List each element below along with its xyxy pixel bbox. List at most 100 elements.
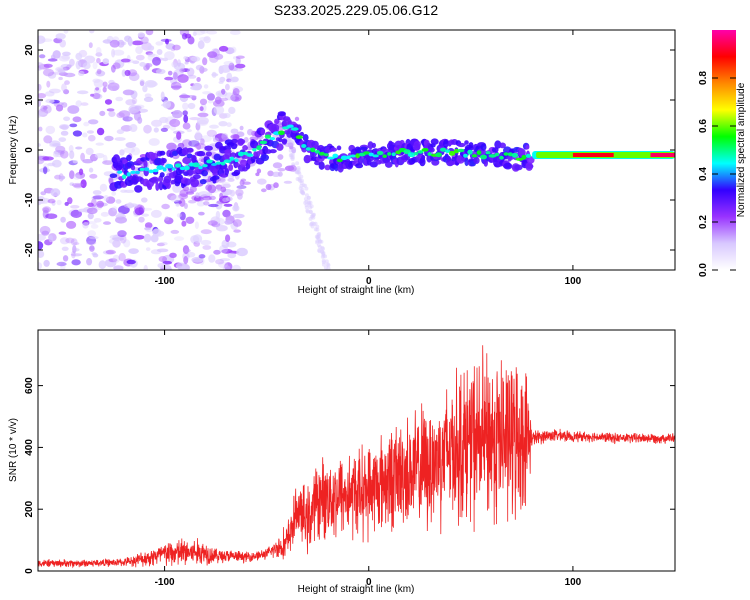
- ridge-halo: [213, 153, 221, 161]
- noise-blob: [59, 175, 66, 180]
- ghost-blob: [315, 227, 320, 232]
- noise-blob: [59, 39, 66, 48]
- noise-blob: [38, 100, 41, 107]
- scatter-blob: [203, 201, 210, 206]
- noise-blob: [71, 182, 84, 188]
- noise-blob: [195, 131, 202, 140]
- noise-blob: [38, 93, 47, 99]
- noise-blob: [111, 191, 117, 196]
- noise-blob: [191, 256, 204, 263]
- noise-blob: [69, 123, 78, 128]
- noise-blob: [89, 30, 95, 34]
- scatter-blob: [287, 142, 294, 148]
- ghost-blob: [299, 181, 304, 186]
- snr-frame: [37, 329, 676, 572]
- tone-band-core: [650, 153, 675, 157]
- ridge-halo: [204, 145, 213, 151]
- scatter-blob: [257, 178, 267, 185]
- noise-blob: [61, 83, 67, 92]
- noise-blob: [46, 80, 51, 88]
- noise-blob: [107, 82, 120, 91]
- ridge-core: [407, 152, 416, 158]
- noise-blob: [125, 99, 136, 106]
- noise-blob: [225, 83, 230, 91]
- ridge-halo: [150, 152, 159, 160]
- noise-blob: [185, 216, 195, 224]
- noise-blob: [108, 207, 117, 217]
- noise-blob: [80, 152, 85, 162]
- ridge-core: [143, 167, 150, 172]
- noise-blob: [66, 64, 72, 70]
- noise-blob: [68, 145, 74, 153]
- ridge-core: [237, 151, 244, 157]
- ridge-core: [211, 163, 217, 166]
- noise-blob: [52, 71, 64, 75]
- scatter-blob: [222, 197, 229, 202]
- noise-blob: [133, 112, 142, 121]
- noise-blob: [102, 86, 107, 93]
- ridge-core: [346, 155, 351, 160]
- spectrogram-marks: [38, 30, 675, 270]
- ridge-halo: [109, 173, 118, 178]
- noise-blob: [39, 225, 51, 235]
- noise-blob: [225, 234, 231, 242]
- noise-blob: [70, 209, 83, 218]
- noise-blob: [75, 100, 82, 107]
- noise-blob: [221, 88, 226, 95]
- noise-blob: [83, 121, 90, 127]
- ridge-halo: [158, 181, 164, 191]
- noise-blob: [58, 69, 66, 74]
- noise-blob: [176, 213, 182, 218]
- noise-blob: [152, 56, 161, 66]
- noise-blob: [56, 261, 67, 267]
- noise-blob: [58, 231, 67, 235]
- noise-blob: [138, 216, 145, 223]
- ridge-halo: [278, 137, 283, 143]
- noise-blob: [159, 241, 168, 246]
- ridge-halo: [230, 142, 238, 150]
- spectrogram-y-ticks: -20 -10 0 10 20: [24, 44, 675, 257]
- noise-blob: [131, 147, 141, 156]
- scatter-blob: [272, 162, 283, 169]
- noise-blob: [177, 265, 187, 270]
- ridge-core: [206, 159, 213, 164]
- noise-blob: [120, 189, 128, 193]
- noise-blob: [219, 64, 232, 73]
- noise-blob: [226, 78, 232, 83]
- noise-blob: [87, 212, 94, 220]
- noise-blob: [88, 236, 99, 240]
- noise-blob: [158, 256, 167, 263]
- noise-blob: [41, 38, 53, 42]
- noise-blob: [186, 251, 196, 258]
- noise-blob: [175, 202, 180, 207]
- noise-blob: [232, 88, 240, 96]
- noise-blob: [88, 167, 94, 173]
- noise-blob: [43, 259, 50, 267]
- noise-blob: [224, 262, 233, 270]
- noise-blob: [150, 209, 162, 218]
- noise-blob: [72, 130, 82, 137]
- noise-blob: [156, 49, 163, 55]
- scatter-blob: [202, 195, 212, 201]
- noise-blob: [218, 45, 229, 52]
- ridge-core: [220, 161, 226, 166]
- noise-blob: [147, 52, 156, 57]
- noise-blob: [169, 118, 181, 128]
- ridge-halo: [242, 145, 249, 151]
- ridge-core: [368, 152, 374, 157]
- noise-blob: [89, 173, 98, 179]
- noise-blob: [233, 229, 241, 233]
- ridge-core: [421, 148, 429, 152]
- colorbar-tick-label: 0.2: [698, 215, 709, 229]
- noise-blob: [111, 64, 116, 73]
- ridge-halo: [159, 172, 165, 178]
- ridge-halo: [260, 128, 266, 136]
- snr-panel: -100 0 100 0 200 400 600 Height of straight l…: [8, 329, 676, 595]
- noise-blob: [170, 229, 180, 234]
- ridge-halo: [369, 161, 378, 168]
- ridge-halo: [186, 147, 194, 153]
- noise-blob: [82, 132, 88, 138]
- scatter-blob: [277, 154, 284, 160]
- colorbar-ticks: 0.0 0.2 0.4 0.6 0.8: [698, 71, 736, 277]
- ridge-halo: [181, 147, 189, 156]
